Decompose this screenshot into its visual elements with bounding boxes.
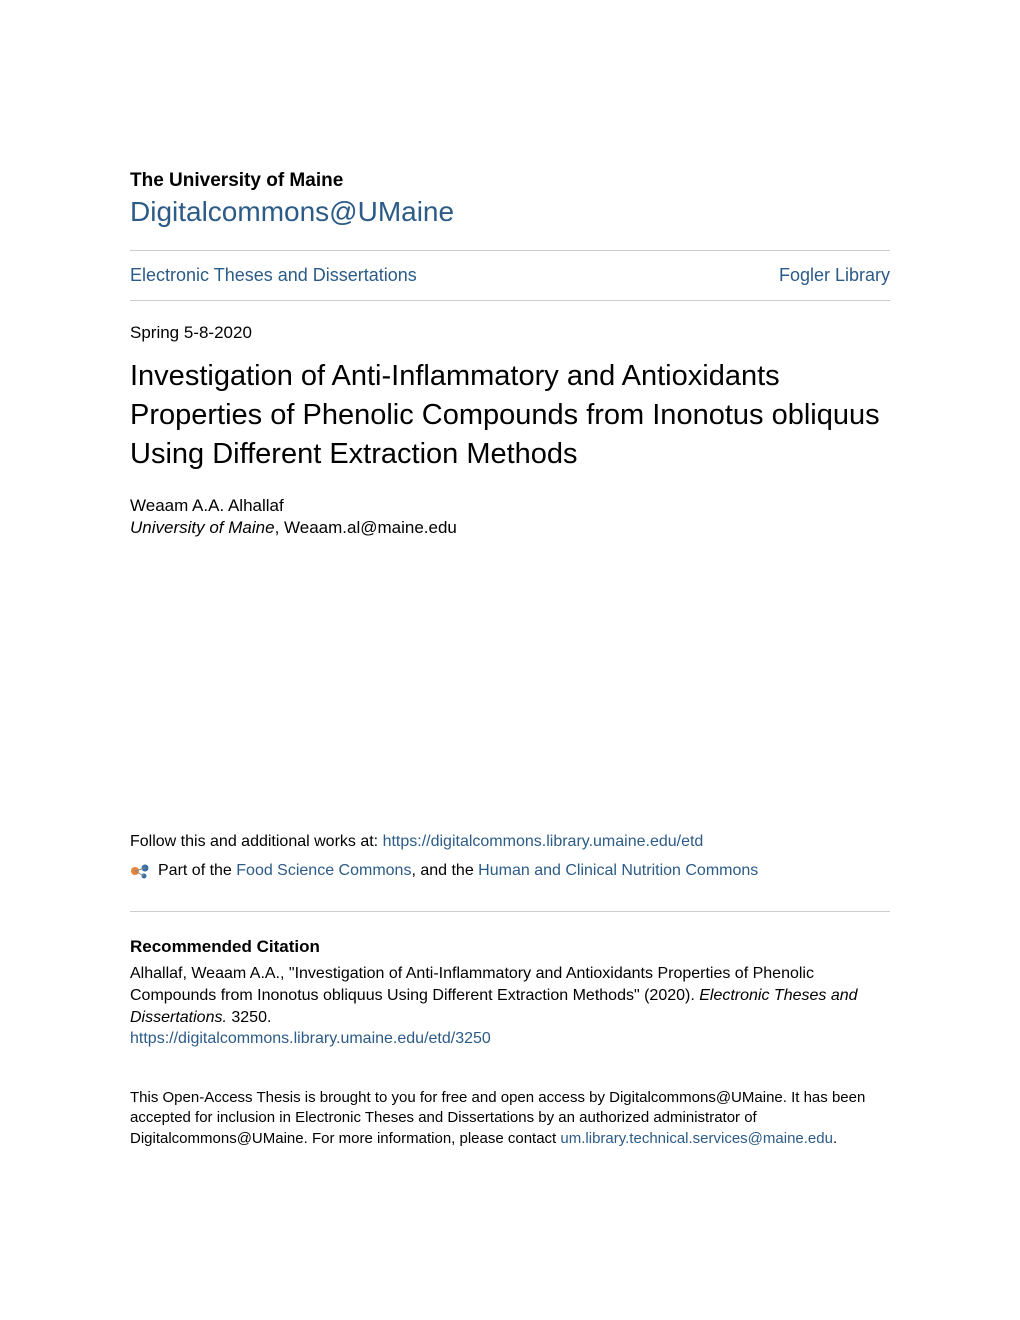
- content-spacer: [130, 538, 890, 833]
- part-of-text: Part of the Food Science Commons, and th…: [158, 862, 758, 880]
- part-of-middle: , and the: [411, 862, 478, 879]
- repository-link[interactable]: Digitalcommons@UMaine: [130, 196, 454, 227]
- nav-row: Electronic Theses and Dissertations Fogl…: [130, 251, 890, 300]
- citation-text: Alhallaf, Weaam A.A., "Investigation of …: [130, 963, 890, 1028]
- collection-link[interactable]: Electronic Theses and Dissertations: [130, 265, 417, 286]
- footer-after: .: [833, 1130, 837, 1147]
- part-of-line: Part of the Food Science Commons, and th…: [130, 861, 890, 881]
- author-email: Weaam.al@maine.edu: [284, 518, 457, 537]
- network-icon: [130, 861, 150, 881]
- author-name: Weaam A.A. Alhallaf: [130, 496, 890, 516]
- part-of-prefix: Part of the: [158, 862, 236, 879]
- citation-after: 3250.: [227, 1009, 271, 1026]
- publication-date: Spring 5-8-2020: [130, 323, 890, 343]
- affiliation-text: University of Maine: [130, 518, 275, 537]
- divider-citation: [130, 911, 890, 912]
- citation-heading: Recommended Citation: [130, 937, 890, 957]
- follow-line: Follow this and additional works at: htt…: [130, 833, 890, 851]
- document-title: Investigation of Anti-Inflammatory and A…: [130, 357, 890, 474]
- author-email-separator: ,: [275, 518, 284, 537]
- follow-prefix: Follow this and additional works at:: [130, 833, 383, 850]
- footer-contact-link[interactable]: um.library.technical.services@maine.edu: [560, 1130, 833, 1147]
- follow-url-link[interactable]: https://digitalcommons.library.umaine.ed…: [383, 833, 704, 850]
- author-affiliation: University of Maine, Weaam.al@maine.edu: [130, 518, 890, 538]
- repository-name: Digitalcommons@UMaine: [130, 196, 890, 228]
- commons-link-1[interactable]: Food Science Commons: [236, 862, 411, 879]
- footer-text: This Open-Access Thesis is brought to yo…: [130, 1088, 890, 1149]
- citation-link-line: https://digitalcommons.library.umaine.ed…: [130, 1030, 890, 1048]
- commons-link-2[interactable]: Human and Clinical Nutrition Commons: [478, 862, 758, 879]
- divider-bottom: [130, 300, 890, 301]
- library-link[interactable]: Fogler Library: [779, 265, 890, 286]
- institution-name: The University of Maine: [130, 170, 890, 192]
- citation-url-link[interactable]: https://digitalcommons.library.umaine.ed…: [130, 1030, 491, 1047]
